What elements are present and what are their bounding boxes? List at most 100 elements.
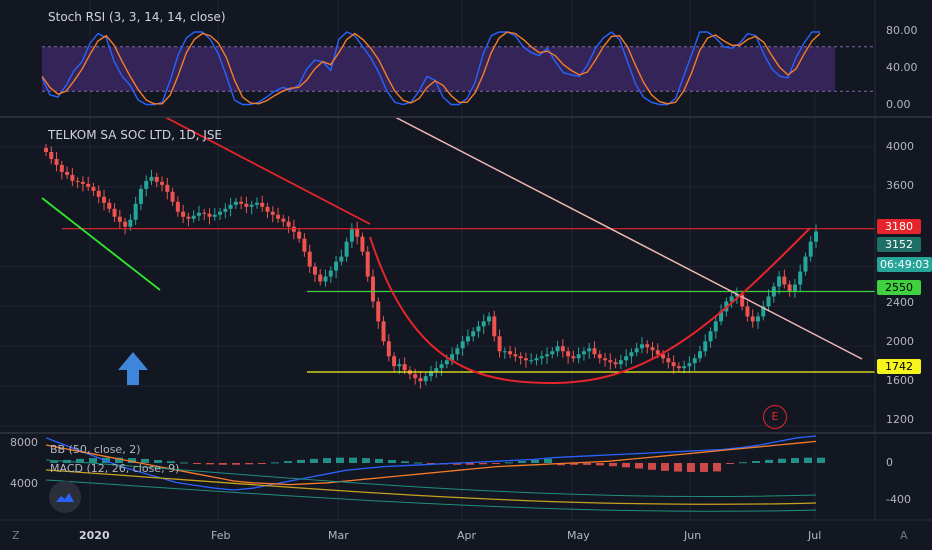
bb-macd-pane[interactable] [45, 435, 825, 512]
candle-body[interactable] [502, 351, 507, 353]
candle-body[interactable] [629, 352, 634, 357]
candle-body[interactable] [481, 321, 486, 327]
candle-body[interactable] [286, 221, 291, 227]
candle-body[interactable] [244, 203, 249, 207]
candle-body[interactable] [645, 344, 650, 348]
candle-body[interactable] [692, 358, 697, 364]
candle-body[interactable] [318, 274, 323, 282]
stoch-d-line[interactable] [41, 31, 821, 105]
candle-body[interactable] [460, 341, 465, 349]
macd-line[interactable] [45, 435, 817, 491]
candle-body[interactable] [555, 346, 560, 352]
candle-body[interactable] [91, 186, 96, 191]
candle-body[interactable] [529, 360, 534, 362]
candle-body[interactable] [123, 221, 128, 227]
candle-body[interactable] [165, 184, 170, 192]
candle-body[interactable] [70, 174, 75, 181]
candle-body[interactable] [624, 356, 629, 361]
candle-body[interactable] [777, 276, 782, 287]
candle-body[interactable] [708, 331, 713, 342]
candle-body[interactable] [212, 214, 217, 217]
upper-downtrend-line[interactable] [164, 116, 371, 225]
candle-body[interactable] [312, 266, 317, 275]
price-pane[interactable] [41, 116, 875, 389]
candle-body[interactable] [307, 251, 312, 267]
candle-body[interactable] [613, 362, 618, 365]
candle-body[interactable] [397, 364, 402, 367]
candle-body[interactable] [545, 354, 550, 357]
candle-body[interactable] [355, 228, 360, 237]
candle-body[interactable] [102, 196, 107, 203]
candle-body[interactable] [249, 204, 254, 207]
candle-body[interactable] [96, 190, 101, 197]
candle-body[interactable] [175, 201, 180, 212]
candle-body[interactable] [814, 231, 818, 242]
candle-body[interactable] [587, 348, 592, 352]
candle-body[interactable] [713, 321, 718, 332]
candle-body[interactable] [734, 294, 739, 297]
bb-basis-line[interactable] [45, 469, 817, 505]
candle-body[interactable] [202, 212, 207, 214]
candle-body[interactable] [639, 344, 644, 349]
candle-body[interactable] [423, 376, 428, 382]
candle-body[interactable] [571, 356, 576, 359]
candle-body[interactable] [228, 204, 233, 209]
candle-body[interactable] [497, 336, 502, 352]
candle-body[interactable] [154, 176, 159, 182]
candle-body[interactable] [44, 147, 48, 152]
candle-body[interactable] [191, 215, 196, 219]
candle-body[interactable] [618, 360, 623, 365]
candle-body[interactable] [697, 351, 702, 359]
candle-body[interactable] [207, 213, 212, 217]
candle-body[interactable] [465, 336, 470, 342]
candle-body[interactable] [223, 208, 228, 212]
candle-body[interactable] [260, 202, 265, 207]
candle-body[interactable] [745, 306, 750, 317]
candle-body[interactable] [750, 316, 755, 322]
candle-body[interactable] [239, 201, 244, 204]
candle-body[interactable] [65, 171, 70, 175]
candle-body[interactable] [439, 364, 444, 369]
candle-body[interactable] [328, 270, 333, 277]
candle-body[interactable] [233, 201, 238, 205]
candle-body[interactable] [386, 341, 391, 357]
candle-body[interactable] [112, 208, 117, 217]
candle-body[interactable] [254, 202, 259, 205]
candle-body[interactable] [782, 276, 787, 285]
candle-body[interactable] [455, 348, 460, 355]
candle-body[interactable] [54, 158, 59, 165]
candle-body[interactable] [276, 214, 281, 219]
candle-body[interactable] [444, 360, 449, 365]
candle-body[interactable] [476, 326, 481, 332]
downtrend-line[interactable] [394, 116, 863, 360]
candle-body[interactable] [270, 211, 275, 215]
zoom-toggle-button[interactable]: Z [12, 529, 20, 542]
candle-body[interactable] [75, 180, 80, 182]
tradingview-logo[interactable] [49, 481, 81, 513]
candle-body[interactable] [661, 354, 666, 359]
candle-body[interactable] [608, 360, 613, 363]
early-downtrend-line[interactable] [41, 197, 161, 291]
candle-body[interactable] [59, 164, 64, 172]
candle-body[interactable] [508, 351, 513, 355]
candle-body[interactable] [676, 366, 681, 369]
auto-scale-button[interactable]: A [900, 529, 908, 542]
candle-body[interactable] [86, 183, 91, 187]
candle-body[interactable] [603, 358, 608, 361]
candle-body[interactable] [492, 316, 497, 337]
candle-body[interactable] [323, 276, 328, 282]
candle-body[interactable] [798, 271, 803, 285]
candle-body[interactable] [592, 348, 597, 355]
candle-body[interactable] [703, 341, 708, 352]
candle-body[interactable] [471, 331, 476, 337]
candle-body[interactable] [671, 362, 676, 367]
candle-body[interactable] [560, 346, 565, 352]
candle-body[interactable] [218, 211, 223, 215]
stoch-k-line[interactable] [41, 31, 820, 106]
candle-body[interactable] [133, 203, 138, 220]
candle-body[interactable] [302, 238, 307, 252]
candle-body[interactable] [370, 276, 375, 302]
candle-body[interactable] [339, 256, 344, 262]
candle-body[interactable] [144, 180, 149, 189]
candle-body[interactable] [597, 354, 602, 359]
